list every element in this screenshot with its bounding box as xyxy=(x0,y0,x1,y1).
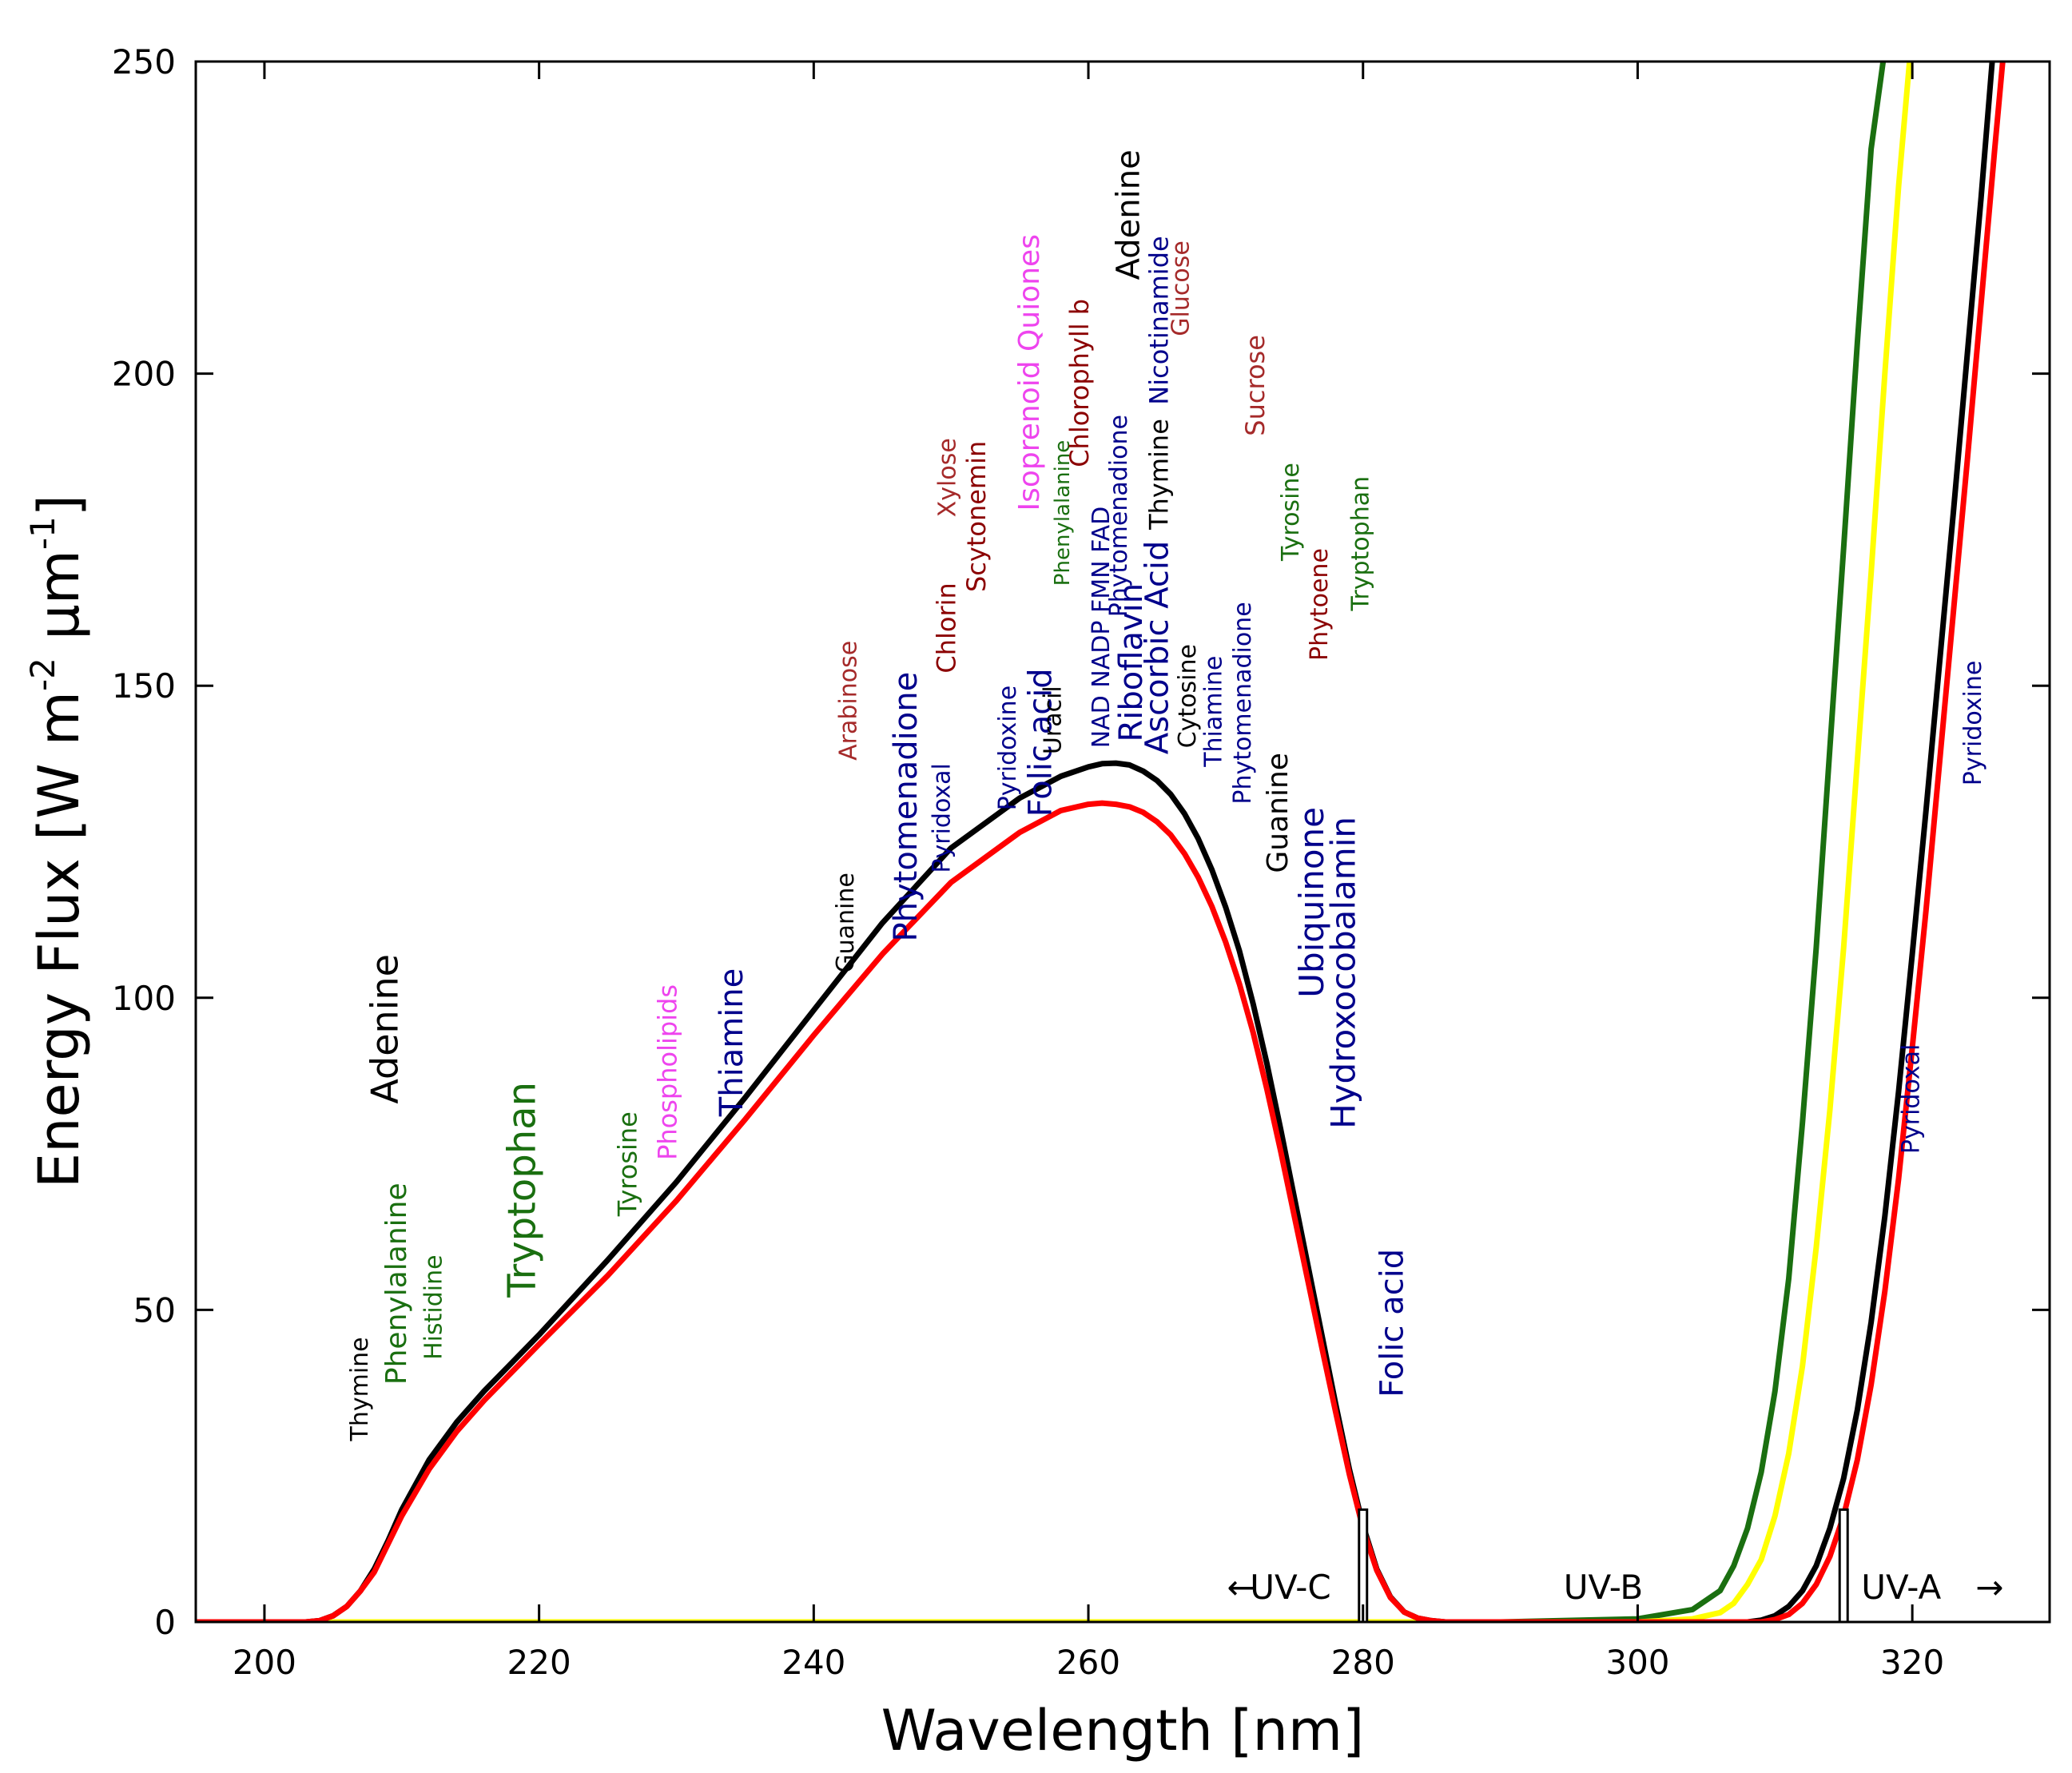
x-tick-label: 300 xyxy=(1605,1643,1669,1682)
x-tick-label: 200 xyxy=(233,1643,296,1682)
tick-layer: 200 220 240 260 280 300 320 0 50 100 150 200 250 xyxy=(112,42,2050,1682)
y-tick-label: 200 xyxy=(112,355,176,394)
series-line-3 xyxy=(196,62,1995,1622)
y-axis-label-part: ] xyxy=(26,495,92,516)
molecule-label: Phytomenadione xyxy=(888,672,925,942)
y-tick-label: 0 xyxy=(154,1603,176,1642)
molecule-label: Thymine xyxy=(1144,419,1175,531)
y-tick-label: 250 xyxy=(112,42,176,81)
molecule-label: Xylose xyxy=(933,438,961,517)
molecule-label: Ubiquinone xyxy=(1292,807,1331,998)
molecule-label: Tyrosine xyxy=(1277,463,1305,562)
y-axis-label-part: -1 xyxy=(23,516,62,550)
molecule-label: Folic acid xyxy=(1374,1249,1411,1397)
molecule-label: Thiamine xyxy=(1200,656,1228,768)
molecule-label: NAD NADP FMN FAD xyxy=(1088,507,1116,749)
molecule-label: Pyridoxal xyxy=(929,763,956,873)
region-label: UV-A xyxy=(1861,1568,1941,1607)
molecule-label: Folic acid xyxy=(1023,668,1060,817)
region-divider xyxy=(1838,1508,1849,1624)
x-axis-label: Wavelength [nm] xyxy=(881,1698,1365,1763)
molecule-label: Pyridoxine xyxy=(994,686,1022,811)
region-arrow: ← xyxy=(1227,1568,1255,1607)
series-line-4 xyxy=(196,62,2006,1622)
molecule-label: Tryptophan xyxy=(500,1082,545,1298)
y-tick-label: 150 xyxy=(112,666,176,706)
x-tick-label: 280 xyxy=(1331,1643,1395,1682)
molecule-label: Chlorin xyxy=(931,582,961,673)
molecule-label: Phenylalanine xyxy=(380,1183,413,1385)
molecule-label: Guanine xyxy=(832,873,860,972)
y-axis-label: Energy Flux [W m-2 µm-1] xyxy=(23,495,92,1188)
molecule-label: Ascorbic Acid xyxy=(1139,541,1176,754)
molecule-label: Arabinose xyxy=(835,641,863,761)
series-layer xyxy=(196,62,2006,1622)
molecule-label: Pyridoxine xyxy=(1959,661,1987,786)
molecule-label: Thymine xyxy=(346,1337,374,1441)
molecule-label: Phytomenadione xyxy=(1229,602,1257,804)
region-label-uvb: UV-B xyxy=(1564,1568,1643,1607)
y-axis-label-part: µm xyxy=(26,550,92,658)
region-layer: ←UV-C UV-A → UV-B xyxy=(1227,1508,2003,1624)
molecule-label: Nicotinamide xyxy=(1144,236,1175,404)
molecule-label: Riboflavin xyxy=(1113,583,1150,742)
x-tick-label: 240 xyxy=(781,1643,845,1682)
plot-frame xyxy=(194,60,2051,1624)
x-tick-label: 260 xyxy=(1056,1643,1120,1682)
molecule-label: Histidine xyxy=(420,1254,448,1359)
molecule-label: Cytosine xyxy=(1174,644,1202,748)
molecule-label: Hydroxocobalamin xyxy=(1323,817,1362,1129)
molecule-label: Adenine xyxy=(364,954,407,1104)
molecule-label: Tyrosine xyxy=(613,1111,643,1217)
molecule-label: Chlorophyll b xyxy=(1064,299,1095,467)
x-tick-label: 320 xyxy=(1880,1643,1944,1682)
x-tick-label: 220 xyxy=(507,1643,571,1682)
molecule-label: Pyridoxal xyxy=(1898,1044,1926,1154)
molecule-label: Phospholipids xyxy=(653,984,683,1160)
molecule-label: Glucose xyxy=(1167,241,1195,336)
molecule-label: Scytonemin xyxy=(961,441,992,592)
y-tick-label: 50 xyxy=(133,1290,176,1330)
molecule-label: Phytoene xyxy=(1306,548,1334,661)
molecule-label: Phenylalanine xyxy=(1051,440,1075,586)
molecule-label: Guanine xyxy=(1262,753,1295,873)
molecule-label: Uracil xyxy=(1040,686,1068,754)
molecule-label: Tryptophan xyxy=(1347,476,1375,612)
y-axis-label-part: -2 xyxy=(23,658,62,691)
molecule-label: Phytomenadione xyxy=(1105,415,1133,617)
region-arrow: → xyxy=(1975,1568,2003,1607)
series-line-2 xyxy=(196,62,1913,1622)
series-line-1 xyxy=(196,62,1887,1622)
molecule-label: Sucrose xyxy=(1240,335,1271,436)
molecule-label: Adenine xyxy=(1111,149,1147,280)
region-label: UV-C xyxy=(1250,1568,1331,1607)
y-tick-label: 100 xyxy=(112,979,176,1018)
molecule-label: Isoprenoid Quiones xyxy=(1013,234,1046,511)
y-axis-label-part: Energy Flux [W m xyxy=(26,691,92,1188)
molecule-label: Thiamine xyxy=(714,968,750,1117)
